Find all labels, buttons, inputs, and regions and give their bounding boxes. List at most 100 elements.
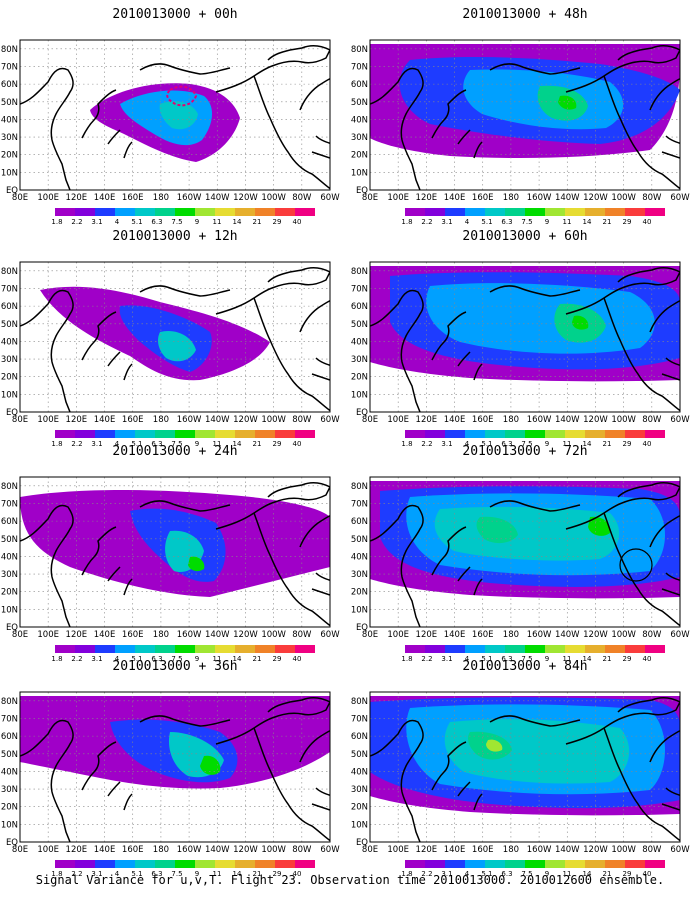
colorbar-label: 6.3 — [151, 870, 162, 878]
colorbar-label: 4 — [465, 655, 470, 663]
lon-tick-label: 80E — [12, 630, 28, 640]
colorbar-label: 5.1 — [481, 655, 492, 663]
colorbar-swatch — [505, 645, 525, 653]
colorbar: 1.8 2.2 3.1 4 5.1 6.3 7.5 9 11 14 21 29 40 — [401, 430, 665, 448]
lon-tick-label: 140E — [94, 630, 116, 640]
colorbar-label: 9 — [195, 870, 199, 878]
lat-tick-label: 20N — [1, 803, 18, 813]
lon-tick-label: 80W — [292, 193, 312, 203]
lat-tick-label: 20N — [351, 588, 368, 598]
lat-tick-label: 30N — [1, 355, 18, 365]
colorbar-swatch — [75, 645, 95, 653]
colorbar-label: 6.3 — [501, 655, 512, 663]
colorbar-label: 14 — [583, 218, 592, 226]
colorbar-swatch — [525, 645, 545, 653]
colorbar-swatch — [215, 860, 235, 868]
lon-tick-label: 80E — [362, 845, 378, 855]
colorbar-label: 6.3 — [151, 218, 162, 226]
colorbar-label: 40 — [293, 870, 302, 878]
map-contents — [370, 40, 680, 190]
map-frame — [19, 691, 331, 843]
colorbar-swatch — [195, 430, 215, 438]
colorbar-label: 11 — [563, 655, 572, 663]
colorbar-swatch — [275, 430, 295, 438]
lon-tick-label: 140E — [444, 845, 466, 855]
lat-tick-label: 70N — [351, 62, 368, 72]
lat-tick-label: 40N — [351, 337, 368, 347]
colorbar-swatch — [115, 860, 135, 868]
lon-tick-label: 60W — [670, 415, 690, 425]
colorbar-swatch — [95, 208, 115, 216]
colorbar-swatch — [275, 208, 295, 216]
map-frame — [369, 261, 681, 413]
lon-tick-label: 140E — [444, 415, 466, 425]
lon-tick-label: 80W — [292, 630, 312, 640]
lon-tick-label: 180 — [503, 630, 519, 640]
lon-tick-label: 80E — [362, 415, 378, 425]
colorbar-swatch — [295, 430, 315, 438]
colorbar-label: 6.3 — [501, 440, 512, 448]
lat-tick-label: 60N — [1, 732, 18, 742]
lat-tick-label: EQ — [356, 623, 368, 633]
lon-tick-label: 160E — [122, 193, 144, 203]
lat-tick-label: 80N — [1, 267, 18, 277]
lon-tick-label: 140W — [555, 415, 580, 425]
lon-tick-label: 60W — [320, 845, 340, 855]
colorbar-swatch — [155, 645, 175, 653]
colorbar-swatch — [135, 208, 155, 216]
lat-tick-label: 60N — [351, 517, 368, 527]
lat-tick-label: 50N — [1, 98, 18, 108]
colorbar-swatch — [545, 430, 565, 438]
colorbar-label: 4 — [115, 870, 120, 878]
colorbar-label: 3.1 — [441, 218, 452, 226]
colorbar-swatch — [135, 645, 155, 653]
lat-tick-label: 80N — [351, 482, 368, 492]
lat-tick-label: 10N — [351, 605, 368, 615]
lon-tick-label: 60W — [670, 630, 690, 640]
maximum-contour — [166, 85, 198, 107]
colorbar-swatch — [215, 645, 235, 653]
colorbar-label: 2.2 — [421, 218, 432, 226]
lon-tick-label: 120W — [583, 193, 608, 203]
colorbar-label: 2.2 — [421, 870, 432, 878]
colorbar-label: 40 — [643, 440, 652, 448]
lat-tick-label: EQ — [356, 408, 368, 418]
colorbar-swatch — [585, 645, 605, 653]
map-contents — [20, 692, 330, 842]
colorbar-label: 5.1 — [131, 440, 142, 448]
lon-tick-label: 80E — [362, 193, 378, 203]
panel-title: 2010013000 + 12h — [112, 229, 237, 244]
lat-tick-label: 60N — [1, 80, 18, 90]
lon-tick-label: 140E — [94, 845, 116, 855]
colorbar-label: 3.1 — [441, 870, 452, 878]
lat-tick-label: 20N — [1, 373, 18, 383]
colorbar-label: 11 — [213, 440, 222, 448]
lon-tick-label: 100W — [261, 193, 286, 203]
colorbar-label: 6.3 — [151, 655, 162, 663]
map-contents — [370, 262, 680, 412]
colorbar-label: 3.1 — [441, 655, 452, 663]
colorbar-label: 2.2 — [71, 655, 82, 663]
lon-tick-label: 60W — [670, 845, 690, 855]
lon-tick-label: 160W — [177, 193, 202, 203]
colorbar-swatch — [425, 645, 445, 653]
lon-tick-label: 140W — [555, 193, 580, 203]
lon-tick-label: 100E — [387, 630, 409, 640]
colorbar-swatch — [485, 860, 505, 868]
lon-tick-label: 140W — [555, 845, 580, 855]
map-frame — [19, 261, 331, 413]
lat-tick-label: 60N — [1, 302, 18, 312]
lon-tick-label: 80W — [642, 845, 662, 855]
colorbar-swatch — [625, 645, 645, 653]
colorbar-swatch — [505, 430, 525, 438]
lon-tick-label: 160W — [177, 845, 202, 855]
colorbar-label: 3.1 — [91, 870, 102, 878]
lat-tick-label: 20N — [351, 373, 368, 383]
colorbar-swatch — [275, 860, 295, 868]
colorbar-swatch — [605, 430, 625, 438]
lat-tick-label: 10N — [351, 820, 368, 830]
lat-tick-label: 50N — [351, 535, 368, 545]
colorbar-swatch — [95, 430, 115, 438]
colorbar-label: 9 — [195, 218, 199, 226]
